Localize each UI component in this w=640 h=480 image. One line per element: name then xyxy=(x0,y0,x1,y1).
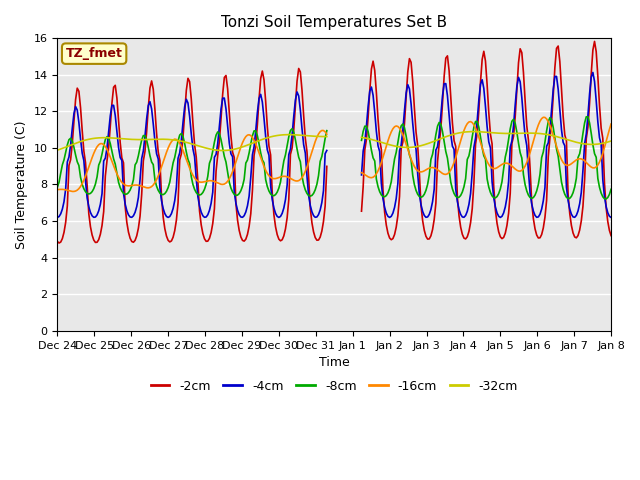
X-axis label: Time: Time xyxy=(319,356,349,369)
Title: Tonzi Soil Temperatures Set B: Tonzi Soil Temperatures Set B xyxy=(221,15,447,30)
Text: TZ_fmet: TZ_fmet xyxy=(66,47,123,60)
Y-axis label: Soil Temperature (C): Soil Temperature (C) xyxy=(15,120,28,249)
Legend: -2cm, -4cm, -8cm, -16cm, -32cm: -2cm, -4cm, -8cm, -16cm, -32cm xyxy=(146,375,523,398)
